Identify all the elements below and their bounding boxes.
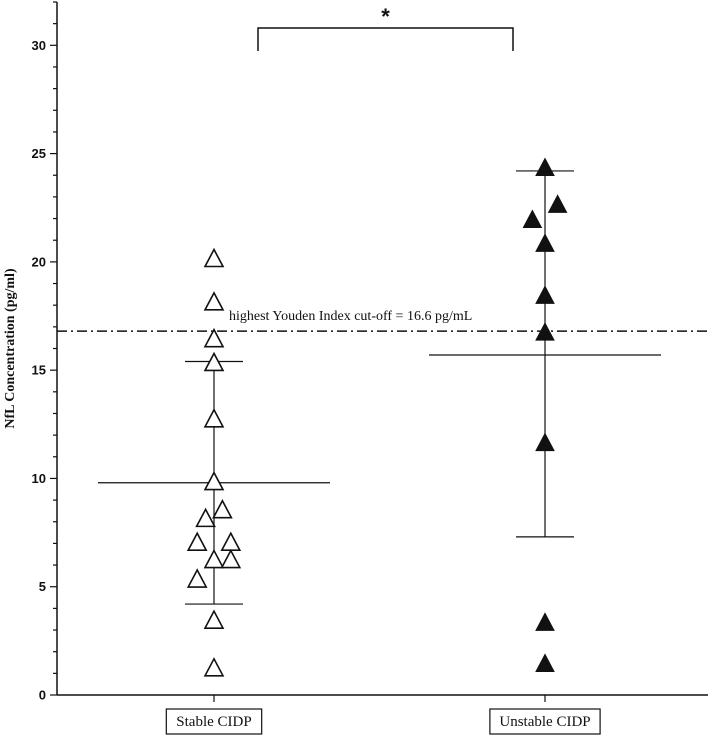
y-tick-label: 5 xyxy=(39,579,46,594)
stable-data-point xyxy=(203,470,225,491)
stable-data-point xyxy=(203,609,225,629)
stable-data-point xyxy=(220,531,242,552)
unstable-data-point xyxy=(535,157,555,177)
significance-bracket xyxy=(257,27,514,51)
stable-data-point xyxy=(195,507,216,528)
category-labels: Stable CIDP Unstable CIDP xyxy=(165,708,601,735)
category-label-box xyxy=(489,708,601,735)
significance-bracket-group: * xyxy=(257,4,514,51)
unstable-data-point xyxy=(547,194,568,213)
stable-data-point xyxy=(220,548,242,569)
stable-data-point xyxy=(186,531,208,552)
stable-data-point xyxy=(212,499,233,519)
significance-star: * xyxy=(381,4,390,29)
y-axis-title: NfL Concentration (pg/ml) xyxy=(3,268,18,429)
unstable-data-point xyxy=(535,653,555,672)
stable-data-point xyxy=(186,568,208,588)
cutoff-line-group: highest Youden Index cut-off = 16.6 pg/m… xyxy=(57,309,708,332)
unstable-data-point xyxy=(535,322,555,341)
y-tick-label: 30 xyxy=(32,38,46,53)
summary-stats xyxy=(98,170,661,605)
data-points xyxy=(186,157,568,677)
y-tick-label: 0 xyxy=(39,688,46,703)
y-tick-label: 25 xyxy=(32,146,46,161)
stable-data-point xyxy=(203,657,225,677)
stable-data-point xyxy=(203,351,225,372)
cutoff-label: highest Youden Index cut-off = 16.6 pg/m… xyxy=(229,309,472,324)
unstable-data-point xyxy=(535,432,555,452)
y-tick-label: 20 xyxy=(32,254,46,269)
unstable-data-point xyxy=(535,285,555,304)
unstable-data-point xyxy=(535,612,555,631)
stable-data-point xyxy=(203,327,225,348)
category-label: Stable CIDP xyxy=(176,714,251,730)
unstable-data-point xyxy=(522,209,543,229)
unstable-data-point xyxy=(535,233,555,252)
axes: 0 5 10 15 20 25 30 xyxy=(32,1,708,703)
stable-data-point xyxy=(203,291,225,311)
stable-data-point xyxy=(203,247,225,268)
stable-data-point xyxy=(203,548,225,569)
y-tick-label: 10 xyxy=(32,471,46,486)
category-label-box xyxy=(165,708,263,735)
y-tick-label: 15 xyxy=(32,363,46,378)
category-label: Unstable CIDP xyxy=(499,714,590,730)
stable-data-point xyxy=(203,408,225,428)
